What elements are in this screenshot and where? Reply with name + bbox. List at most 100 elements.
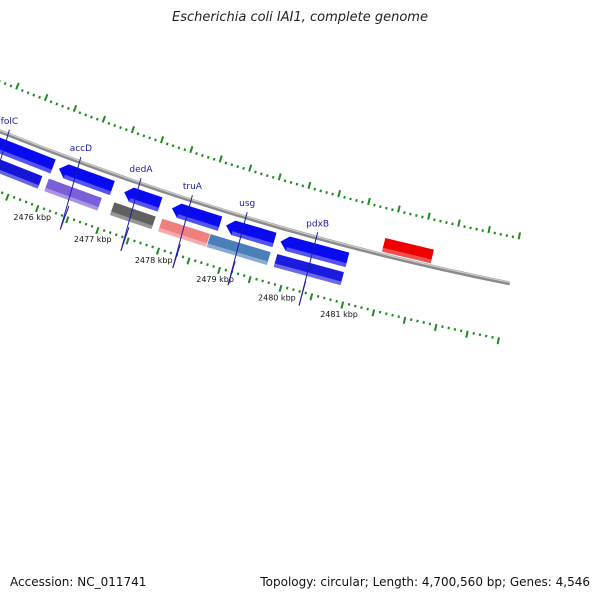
inner-tick	[154, 138, 157, 142]
gene-label: folC	[1, 117, 18, 127]
inner-tick	[72, 104, 78, 113]
inner-tick	[78, 111, 82, 115]
inner-tick	[38, 95, 41, 99]
cds-arrow-shine	[231, 231, 274, 248]
inner-tick	[177, 146, 181, 150]
outer-tick	[84, 222, 88, 226]
outer-tick	[18, 198, 22, 202]
outer-tick	[391, 313, 394, 317]
inner-tick	[142, 134, 146, 138]
outer-tick	[428, 322, 432, 326]
scale-label: 2478 kbp	[135, 256, 173, 265]
genome-backbone	[0, 129, 511, 286]
outer-tick	[472, 331, 475, 335]
scale-labels: 2481 kbp 2480 kbp 2479 kbp 2478 kbp 2477 kbp…	[13, 213, 357, 319]
gene-leader	[59, 156, 82, 230]
gene-label: truA	[183, 182, 203, 192]
outer-tick	[120, 235, 124, 239]
inner-tick	[325, 191, 328, 194]
outer-tick	[145, 243, 148, 247]
inner-tick	[487, 225, 491, 234]
inner-tick	[283, 179, 287, 183]
outer-tick	[316, 294, 320, 298]
reverse-feature	[381, 238, 434, 264]
inner-tick	[469, 226, 472, 230]
outer-tick	[278, 284, 283, 293]
feature-box	[43, 177, 103, 212]
inner-tick	[236, 165, 240, 169]
outer-tick	[285, 286, 289, 290]
inner-tick	[391, 208, 394, 212]
gene-label: dedA	[129, 165, 153, 175]
genome-backbone-highlight	[0, 129, 511, 283]
inner-tick	[95, 117, 99, 121]
inner-tick	[517, 232, 522, 240]
accession-label: Accession: NC_011741	[10, 575, 147, 589]
scale-label: 2476 kbp	[13, 213, 51, 222]
inner-tick	[183, 148, 187, 152]
inner-tick	[505, 234, 509, 238]
feature-box-shine	[43, 187, 99, 211]
outer-tick	[200, 261, 203, 265]
outer-tick	[186, 257, 191, 265]
inner-tick	[32, 93, 36, 97]
feature-box-shine	[109, 211, 153, 230]
outer-tick	[366, 307, 369, 311]
outer-tick	[298, 289, 301, 293]
inner-tick	[43, 93, 49, 102]
topology-label: Topology: circular; Length: 4,700,560 bp…	[260, 575, 590, 589]
inner-tick	[331, 192, 334, 196]
cds-arrow-shine	[63, 174, 112, 196]
inner-tick	[171, 144, 175, 148]
outer-tick	[453, 327, 457, 331]
outer-tick	[409, 318, 413, 322]
outer-tick	[309, 293, 314, 301]
outer-tick	[247, 275, 252, 284]
inner-tick	[61, 104, 64, 108]
inner-tick	[337, 189, 342, 198]
inner-tick	[55, 102, 59, 106]
inner-tick	[119, 126, 122, 130]
outer-tick	[78, 220, 82, 224]
inner-tick	[295, 182, 299, 186]
inner-tick	[218, 155, 223, 163]
cds-arrow-shine	[128, 198, 159, 212]
feature-box-shine	[273, 263, 342, 286]
scale-label: 2477 kbp	[74, 235, 112, 244]
outer-tick	[60, 213, 64, 217]
inner-tick	[165, 142, 169, 146]
outer-tick	[385, 312, 388, 316]
outer-tick	[0, 191, 4, 195]
inner-tick	[301, 184, 305, 188]
outer-tick	[267, 281, 271, 285]
inner-tick	[26, 91, 30, 95]
cds-arrow-shine	[0, 149, 52, 174]
outer-tick	[459, 329, 463, 333]
inner-tick	[343, 195, 346, 199]
inner-tick	[397, 205, 401, 213]
inner-tick	[101, 115, 107, 123]
outer-tick	[169, 251, 173, 255]
cds-arrow-shine	[176, 214, 220, 231]
inner-tick	[421, 215, 424, 219]
cds-arrow	[172, 203, 223, 231]
outer-tick	[433, 323, 438, 332]
outer-tick	[151, 245, 154, 249]
inner-tick	[160, 136, 165, 144]
gene-leader	[298, 232, 319, 306]
outer-tick	[371, 309, 376, 317]
outer-tick	[292, 288, 295, 292]
inner-tick	[90, 115, 93, 119]
outer-tick	[65, 216, 70, 224]
outer-tick	[329, 298, 332, 302]
inner-tick	[201, 153, 204, 157]
inner-tick	[49, 100, 53, 104]
outer-tick	[378, 310, 382, 314]
outer-tick	[48, 209, 52, 213]
outer-tick	[422, 321, 425, 324]
inner-tick	[66, 106, 70, 110]
outer-tick	[133, 239, 136, 243]
cds-arrow	[58, 164, 115, 196]
outer-tick	[54, 211, 58, 215]
inner-tick	[107, 121, 111, 125]
